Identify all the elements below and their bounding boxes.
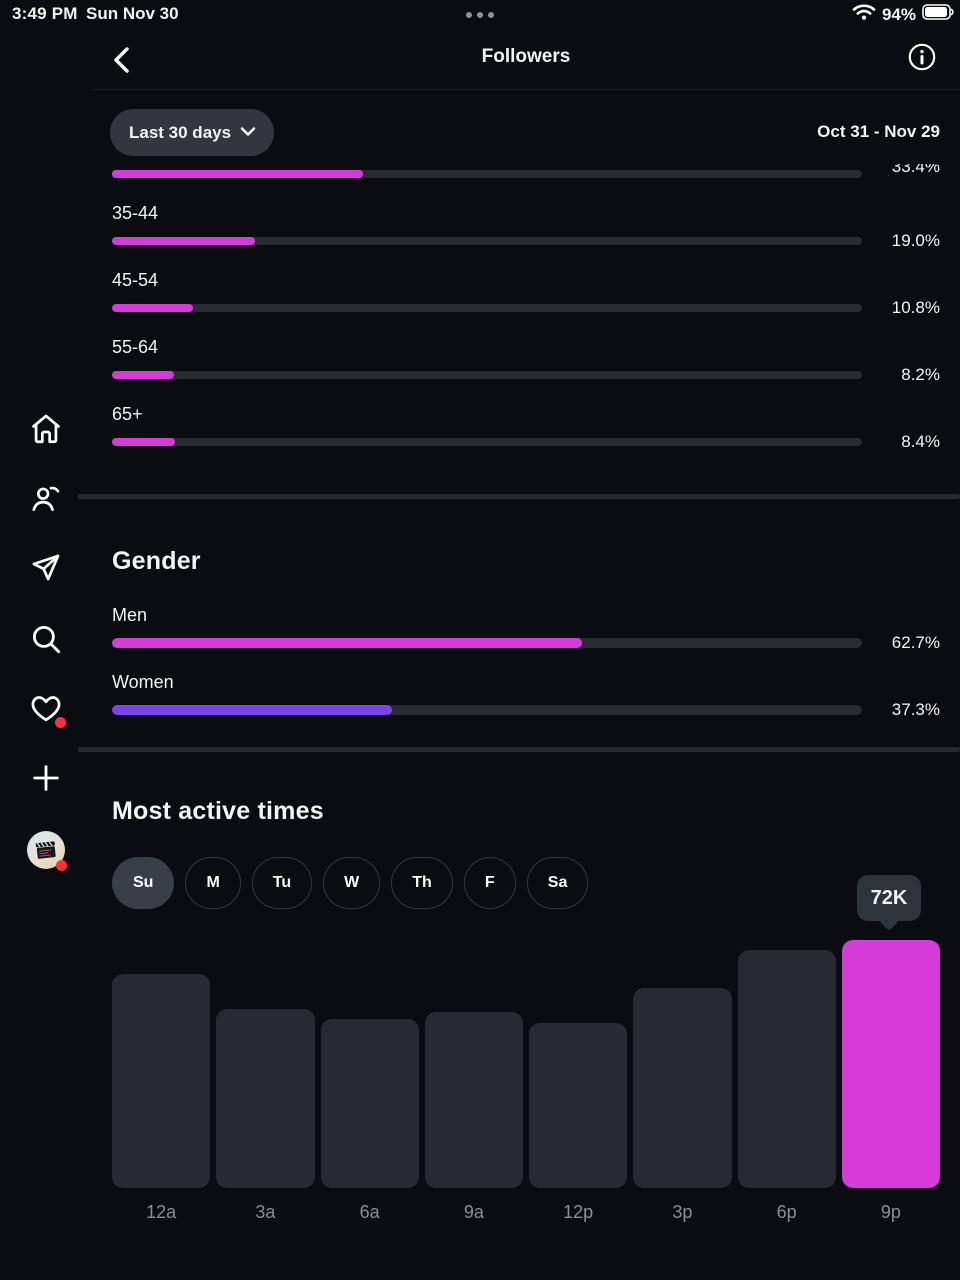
day-pill-tu[interactable]: Tu [251, 857, 313, 909]
progress-track [112, 371, 862, 379]
day-pill-th[interactable]: Th [391, 857, 453, 909]
date-range-dropdown[interactable]: Last 30 days [110, 109, 275, 156]
sidebar-item-audience[interactable] [24, 479, 68, 523]
hour-bar-9p[interactable] [841, 940, 940, 1188]
progress-fill [112, 304, 193, 312]
chart-x-axis: 12a 3a 6a 9a 12p 3p 6p 9p [112, 1202, 940, 1223]
wifi-icon [852, 2, 876, 27]
progress-track [112, 237, 862, 245]
progress-track [112, 438, 862, 446]
axis-label-3a: 3a [255, 1202, 276, 1222]
age-row: 8.2% [112, 365, 940, 384]
gender-row: 37.3% [112, 700, 940, 719]
axis-label-12a: 12a [146, 1202, 177, 1222]
progress-track [112, 705, 862, 715]
age-label: 55-64 [112, 337, 159, 357]
axis-label-9p: 9p [880, 1202, 901, 1222]
progress-fill [112, 170, 363, 178]
notification-badge [55, 717, 66, 728]
sidebar-item-activity[interactable] [24, 688, 68, 732]
sidebar-item-messages[interactable] [24, 548, 68, 592]
page-header: Followers [92, 30, 960, 90]
sidebar-item-profile[interactable] [24, 828, 68, 872]
age-row: 10.8% [112, 298, 940, 317]
day-pill-m[interactable]: M [185, 857, 241, 909]
percent-label: 8.2% [901, 365, 940, 384]
send-icon [29, 551, 63, 590]
hour-bar-12a[interactable] [112, 974, 211, 1188]
axis-label-6a: 6a [359, 1202, 380, 1222]
multitask-dots-icon [466, 12, 494, 18]
percent-label: 8.4% [901, 432, 940, 451]
heart-icon [28, 691, 64, 730]
hour-bar-9a[interactable] [424, 1012, 523, 1188]
day-pill-f[interactable]: F [463, 857, 516, 909]
gender-label: Men [112, 605, 148, 625]
hour-bar-3p[interactable] [633, 988, 732, 1188]
section-divider [78, 747, 960, 752]
search-icon [29, 622, 63, 661]
percent-label: 62.7% [891, 633, 940, 652]
section-divider [78, 494, 960, 499]
percent-label: 19.0% [891, 231, 940, 250]
progress-track [112, 638, 862, 648]
progress-track [112, 170, 862, 178]
clock-time: 3:49 PM [12, 4, 78, 23]
notification-badge [56, 860, 67, 871]
active-times-section-title: Most active times [112, 797, 324, 825]
status-bar: 3:49 PM Sun Nov 30 94% [0, 0, 960, 30]
percent-label: 33.4% [891, 164, 940, 176]
page-title: Followers [481, 46, 571, 67]
sidebar-item-home[interactable] [24, 409, 68, 453]
hour-bar-12p[interactable] [529, 1023, 628, 1188]
sidebar-item-create[interactable] [24, 758, 68, 802]
age-label: 65+ [112, 404, 143, 424]
axis-label-9a: 9a [463, 1202, 484, 1222]
gender-label: Women [112, 672, 174, 692]
home-icon [29, 412, 63, 451]
info-button[interactable] [906, 43, 938, 75]
axis-label-6p: 6p [776, 1202, 797, 1222]
battery-percent: 94% [881, 4, 916, 24]
percent-label: 10.8% [891, 298, 940, 317]
day-pill-w[interactable]: W [323, 857, 381, 909]
axis-label-12p: 12p [563, 1202, 594, 1222]
age-row: 19.0% [112, 231, 940, 250]
chart-bars [112, 940, 940, 1188]
progress-fill [112, 438, 175, 446]
app-sidebar [0, 0, 92, 1280]
back-button[interactable] [104, 44, 140, 80]
chevron-left-icon [111, 46, 133, 79]
day-selector: Su M Tu W Th F Sa [112, 857, 589, 909]
age-label: 45-54 [112, 270, 159, 290]
people-icon [29, 482, 63, 521]
hour-bar-6a[interactable] [320, 1019, 419, 1188]
progress-track [112, 304, 862, 312]
percent-label: 37.3% [891, 700, 940, 719]
day-pill-sa[interactable]: Sa [526, 857, 589, 909]
progress-fill [112, 371, 174, 379]
hour-bar-3a[interactable] [216, 1009, 315, 1188]
progress-fill [112, 705, 392, 715]
progress-fill [112, 237, 255, 245]
sidebar-item-search[interactable] [24, 619, 68, 663]
plus-icon [29, 761, 63, 800]
age-row: 8.4% [112, 432, 940, 451]
progress-fill [112, 638, 583, 648]
day-pill-su[interactable]: Su [112, 857, 175, 909]
battery-icon [922, 3, 954, 26]
gender-row: 62.7% [112, 633, 940, 652]
age-label: 35-44 [112, 203, 159, 223]
chevron-down-icon [240, 124, 256, 142]
date-range-dropdown-label: Last 30 days [129, 122, 232, 142]
age-row-partial: 33.4% [112, 164, 940, 188]
hour-bar-6p[interactable] [737, 950, 836, 1188]
gender-section-title: Gender [112, 547, 201, 575]
active-times-chart: 72K 12a 3a 6a 9a 12p 3p 6p 9p [112, 875, 940, 1235]
axis-label-3p: 3p [672, 1202, 693, 1222]
date-range-text: Oct 31 - Nov 29 [817, 122, 940, 141]
info-circle-icon [907, 42, 937, 77]
clock-date: Sun Nov 30 [86, 4, 179, 23]
